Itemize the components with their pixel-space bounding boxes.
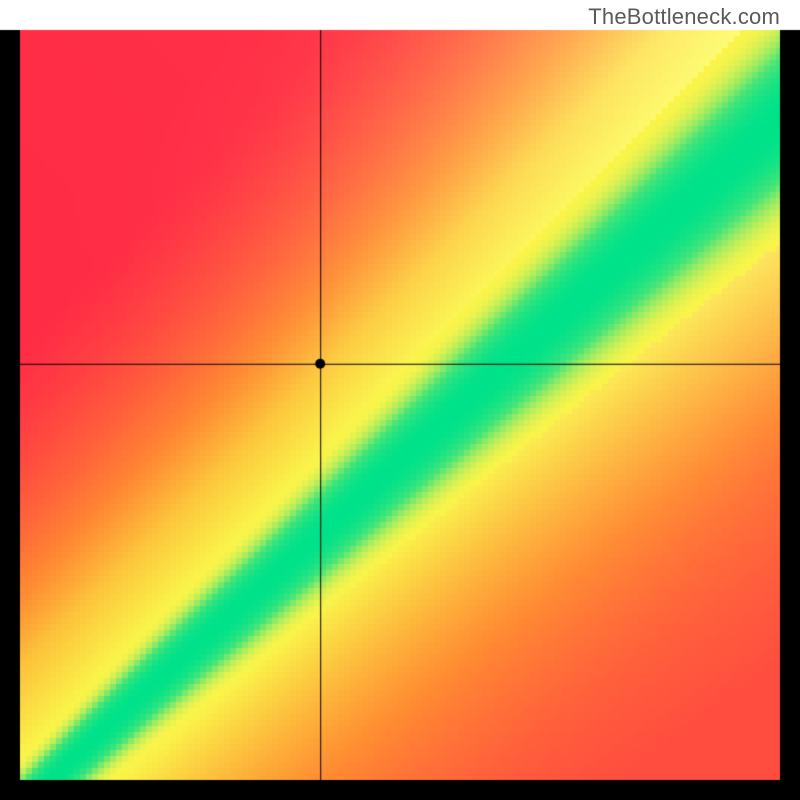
watermark-text: TheBottleneck.com	[588, 4, 780, 30]
bottleneck-heatmap	[0, 0, 800, 800]
chart-container: TheBottleneck.com	[0, 0, 800, 800]
